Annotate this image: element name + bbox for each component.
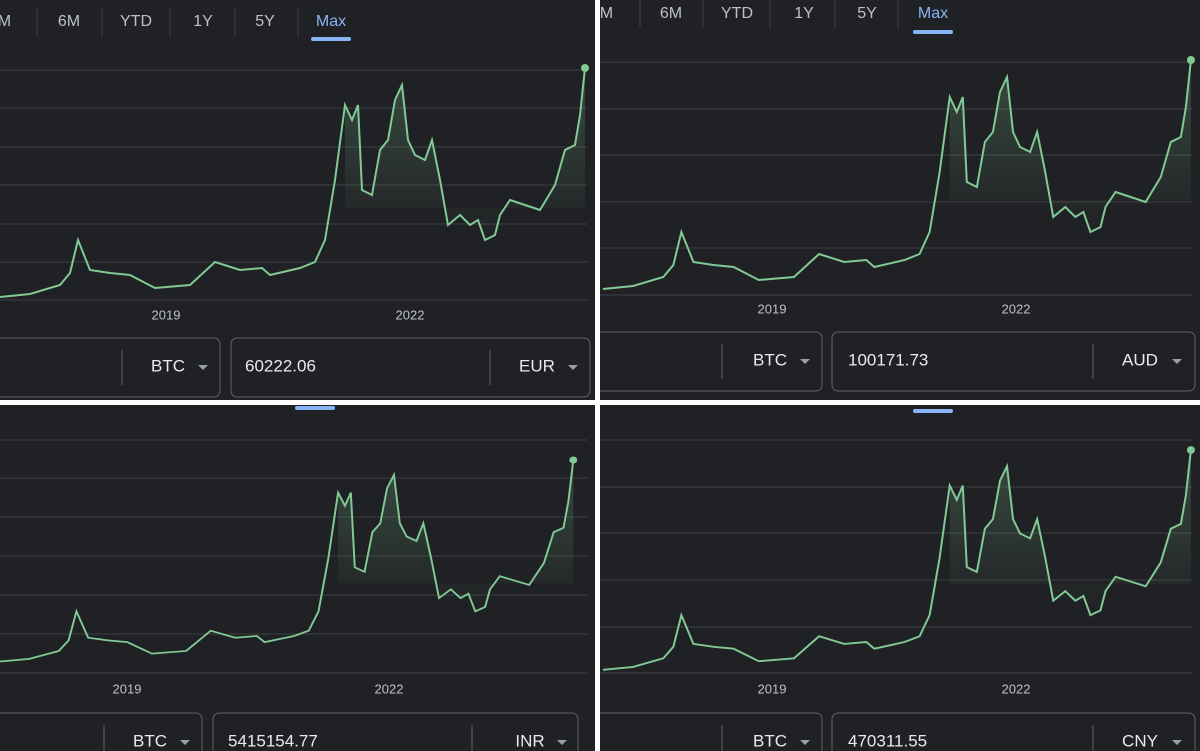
to-input[interactable]: [831, 712, 1196, 751]
x-tick-label: 2022: [1002, 301, 1031, 316]
active-tab-indicator: [913, 409, 953, 413]
from-input[interactable]: [590, 331, 823, 392]
range-tab[interactable]: 6M: [660, 5, 682, 22]
end-dot: [1186, 446, 1195, 454]
dropdown-arrow[interactable]: [557, 740, 567, 745]
range-tab[interactable]: Max: [316, 13, 346, 30]
dropdown-arrow[interactable]: [800, 359, 810, 364]
range-tab[interactable]: YTD: [721, 5, 753, 22]
range-tab[interactable]: Max: [918, 5, 948, 22]
dropdown-arrow[interactable]: [800, 740, 810, 745]
end-dot-group: [1186, 56, 1195, 64]
panel-body: 2019 2022 BTC 5415154.77 INR: [0, 405, 595, 751]
range-tab[interactable]: 5Y: [857, 5, 877, 22]
to-currency[interactable]: AUD: [1122, 350, 1158, 369]
dropdown-arrow[interactable]: [568, 365, 578, 370]
panel-body: 2019 2022 1M 6M YTD 1Y 5Y Max BTC 100171.73 AUD: [590, 0, 1200, 400]
range-tab[interactable]: YTD: [120, 13, 152, 30]
to-input[interactable]: [230, 337, 591, 398]
panel-background: [600, 405, 1200, 751]
to-currency[interactable]: CNY: [1122, 731, 1158, 750]
dropdown-arrow[interactable]: [1172, 359, 1182, 364]
panel-body: 2019 2022 1M 6M YTD 1Y 5Y Max BTC 60222.06 EUR: [0, 0, 595, 400]
from-input[interactable]: [0, 337, 221, 398]
from-currency[interactable]: BTC: [753, 350, 787, 369]
end-dot: [569, 456, 578, 464]
x-tick-label: 2022: [375, 681, 404, 696]
dropdown-arrow[interactable]: [1172, 740, 1182, 745]
converter-panel: 2019 2022 BTC 5415154.77 INR: [0, 405, 595, 751]
end-dot-group: [1186, 446, 1195, 454]
range-tab[interactable]: 1Y: [794, 5, 814, 22]
converter-panel: 2019 2022 1M 6M YTD 1Y 5Y Max BTC 100171.73 AUD: [590, 0, 1200, 400]
to-input[interactable]: [831, 331, 1196, 392]
range-tab[interactable]: 6M: [58, 13, 80, 30]
end-dot: [1186, 56, 1195, 64]
dropdown-arrow[interactable]: [198, 365, 208, 370]
active-tab-indicator: [295, 406, 335, 410]
from-currency[interactable]: BTC: [151, 356, 185, 375]
end-dot-group: [581, 64, 589, 72]
panel-body: 2019 2022 BTC 470311.55 CNY: [590, 405, 1200, 751]
x-tick-label: 2019: [758, 301, 787, 316]
to-currency[interactable]: INR: [515, 731, 544, 750]
panel-background: [0, 405, 595, 751]
active-tab-indicator: [913, 30, 953, 34]
from-input[interactable]: [0, 712, 203, 751]
end-dot: [581, 64, 589, 72]
panel-background: [0, 0, 595, 400]
from-input[interactable]: [590, 712, 823, 751]
range-tab[interactable]: 1Y: [193, 13, 213, 30]
from-currency[interactable]: BTC: [133, 731, 167, 750]
x-tick-label: 2019: [152, 307, 181, 322]
converter-panel: 2019 2022 BTC 470311.55 CNY: [590, 405, 1200, 751]
range-tab[interactable]: 1M: [591, 5, 613, 22]
from-currency[interactable]: BTC: [753, 731, 787, 750]
range-tab[interactable]: 5Y: [255, 13, 275, 30]
x-tick-label: 2019: [758, 681, 787, 696]
to-currency[interactable]: EUR: [519, 356, 555, 375]
active-tab-indicator: [311, 37, 351, 41]
x-tick-label: 2019: [113, 681, 142, 696]
converted-amount[interactable]: 100171.73: [848, 350, 928, 369]
x-tick-label: 2022: [396, 307, 425, 322]
converter-panel: 2019 2022 1M 6M YTD 1Y 5Y Max BTC 60222.06 EUR: [0, 0, 595, 400]
converted-amount[interactable]: 470311.55: [848, 731, 927, 750]
range-tab[interactable]: 1M: [0, 13, 11, 30]
converted-amount[interactable]: 5415154.77: [228, 731, 318, 750]
converted-amount[interactable]: 60222.06: [245, 356, 316, 375]
end-dot-group: [569, 456, 578, 464]
dropdown-arrow[interactable]: [180, 740, 190, 745]
to-input[interactable]: [212, 712, 579, 751]
x-tick-label: 2022: [1002, 681, 1031, 696]
